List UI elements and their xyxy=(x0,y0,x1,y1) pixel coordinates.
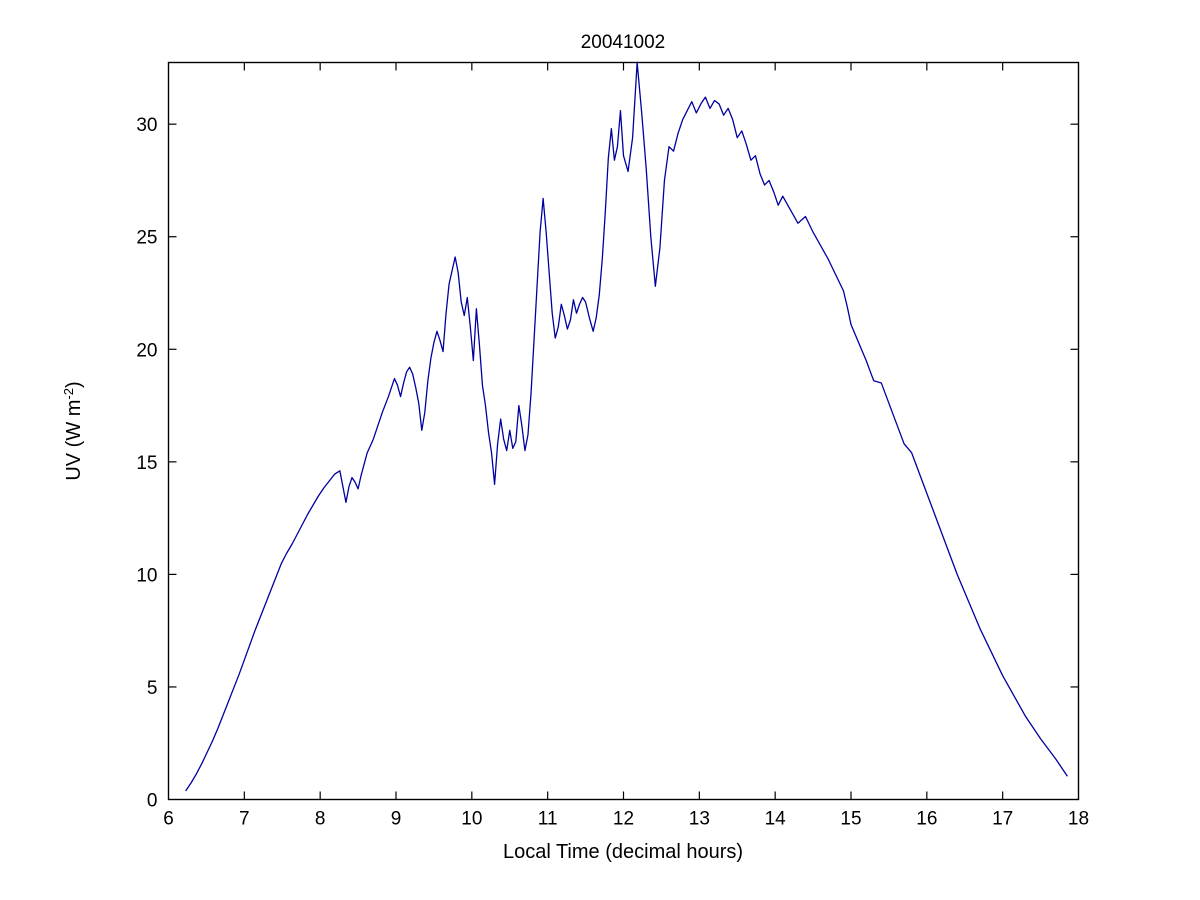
x-axis-ticks xyxy=(243,62,1004,800)
y-axis-label-suffix: ) xyxy=(63,381,85,388)
y-tick-label: 15 xyxy=(136,453,157,474)
y-axis-ticks xyxy=(168,123,1079,688)
x-tick-label: 6 xyxy=(163,809,174,830)
x-tick-label: 8 xyxy=(315,809,326,830)
x-tick-label: 9 xyxy=(391,809,402,830)
uv-irradiance-line xyxy=(185,61,1068,792)
y-tick-label: 10 xyxy=(136,565,157,586)
x-axis-label: Local Time (decimal hours) xyxy=(503,841,743,863)
x-tick-label: 18 xyxy=(1068,809,1089,830)
y-tick-label: 30 xyxy=(136,115,157,136)
x-tick-label: 17 xyxy=(992,809,1013,830)
x-tick-label: 10 xyxy=(461,809,482,830)
x-tick-label: 13 xyxy=(689,809,710,830)
x-tick-label: 7 xyxy=(239,809,250,830)
x-tick-label: 16 xyxy=(916,809,937,830)
y-tick-label: 0 xyxy=(147,791,158,812)
x-axis-tick-labels: 6 7 8 9 10 11 12 13 14 15 16 17 18 xyxy=(163,809,1089,830)
y-tick-label: 25 xyxy=(136,228,157,249)
y-axis-label-prefix: UV (W m xyxy=(63,400,85,481)
y-axis-label-exponent: -2 xyxy=(61,388,76,400)
y-tick-label: 20 xyxy=(136,340,157,361)
x-tick-label: 15 xyxy=(840,809,861,830)
x-tick-label: 12 xyxy=(613,809,634,830)
y-tick-label: 5 xyxy=(147,678,158,699)
y-axis-label: UV (W m-2) xyxy=(61,381,85,480)
y-axis-label-text: UV (W m-2) xyxy=(61,381,85,480)
chart-title: 20041002 xyxy=(581,32,666,53)
y-axis-tick-labels: 0 5 10 15 20 25 30 xyxy=(136,115,157,811)
x-tick-label: 11 xyxy=(538,809,558,830)
x-tick-label: 14 xyxy=(765,809,787,830)
